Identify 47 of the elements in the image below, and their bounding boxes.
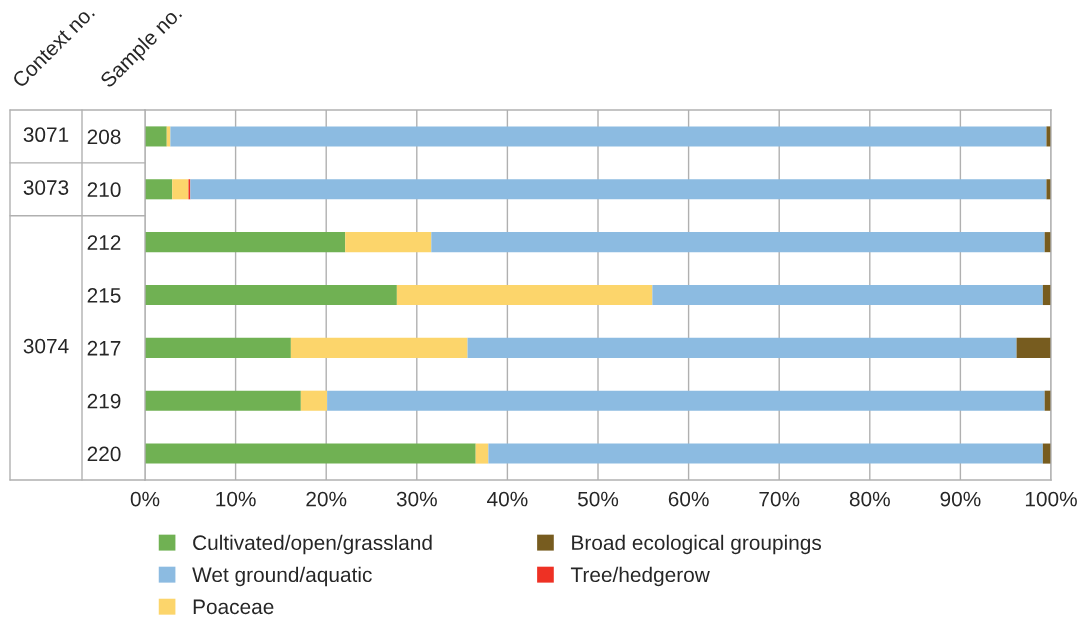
bar bbox=[145, 284, 397, 306]
legend-label: Tree/hedgerow bbox=[570, 566, 710, 587]
legend-label: Poaceae bbox=[193, 599, 274, 615]
bar bbox=[300, 390, 328, 411]
legend-label: Cultivated/open/grassland bbox=[193, 534, 432, 555]
x-tick-label: 80% bbox=[849, 491, 890, 507]
x-tick-label: 70% bbox=[759, 491, 800, 507]
x-tick-label: 30% bbox=[396, 491, 437, 507]
y-tick-label: 219 bbox=[87, 393, 121, 409]
y-tick-label: 215 bbox=[87, 288, 121, 303]
bar bbox=[145, 443, 476, 464]
bar bbox=[145, 337, 291, 358]
x-tick-label: 20% bbox=[306, 491, 347, 507]
x-tick-label: 100% bbox=[1025, 491, 1077, 507]
x-tick-label: 0% bbox=[130, 491, 160, 507]
x-tick-label: 60% bbox=[668, 491, 709, 507]
bar bbox=[327, 390, 1045, 411]
bar bbox=[396, 284, 653, 306]
bar bbox=[190, 179, 1047, 200]
legend-label: Broad ecological groupings bbox=[572, 534, 822, 555]
x-tick-label: 50% bbox=[577, 491, 619, 507]
text: 3071 bbox=[23, 127, 69, 143]
y-tick-label: 210 bbox=[87, 182, 121, 198]
y-tick-label: 220 bbox=[87, 446, 121, 462]
bar bbox=[145, 390, 301, 411]
x-tick-label: 90% bbox=[940, 491, 981, 507]
bar bbox=[475, 443, 489, 464]
bar bbox=[290, 337, 468, 358]
text: 3073 bbox=[23, 180, 69, 195]
bar bbox=[467, 337, 1017, 358]
x-tick-label: 40% bbox=[487, 491, 528, 507]
y-tick-label: 212 bbox=[87, 235, 121, 250]
x-tick-label: 10% bbox=[216, 491, 256, 507]
bar bbox=[145, 179, 173, 200]
bar bbox=[172, 179, 189, 200]
bar bbox=[345, 232, 432, 253]
bar bbox=[431, 232, 1045, 253]
legend-label: Wet ground/aquatic bbox=[192, 566, 372, 587]
bar bbox=[145, 126, 167, 147]
bar bbox=[170, 126, 1047, 147]
y-tick-label: 217 bbox=[87, 340, 121, 356]
bar bbox=[145, 232, 346, 253]
y-tick-label: 208 bbox=[87, 129, 121, 145]
bar bbox=[652, 284, 1043, 306]
bar bbox=[488, 443, 1043, 464]
text: 3074 bbox=[23, 338, 69, 354]
bar bbox=[1016, 337, 1051, 358]
